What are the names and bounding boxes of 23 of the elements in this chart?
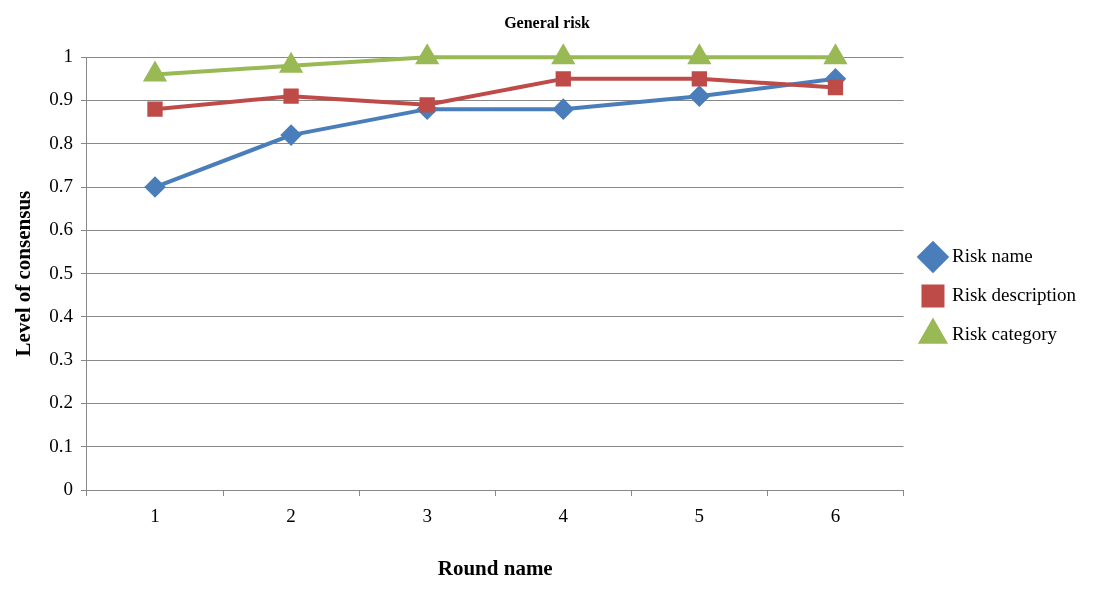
x-tick-label: 5 — [694, 505, 705, 527]
y-tick-label: 0.5 — [49, 261, 73, 283]
y-tick-label: 0.3 — [49, 348, 73, 370]
x-tick-label: 3 — [422, 505, 432, 527]
x-tick-label: 6 — [830, 505, 841, 527]
y-tick-label: 0.1 — [49, 434, 73, 456]
y-tick-label: 0 — [63, 477, 73, 499]
legend-label: Risk description — [951, 283, 1077, 305]
x-axis-title: Round name — [437, 555, 553, 580]
chart-title: General risk — [504, 13, 590, 31]
y-tick-label: 0.9 — [49, 88, 73, 110]
legend-label: Risk category — [951, 322, 1058, 344]
y-tick-label: 1 — [63, 45, 73, 67]
x-tick-label: 4 — [558, 505, 569, 527]
y-tick-label: 0.2 — [49, 391, 73, 413]
x-tick-label: 1 — [150, 505, 160, 527]
x-tick-label: 2 — [286, 505, 296, 527]
y-tick-label: 0.8 — [49, 131, 73, 153]
y-axis-title: Level of consensus — [11, 190, 36, 357]
y-tick-label: 0.6 — [49, 218, 73, 240]
y-tick-label: 0.4 — [49, 304, 74, 326]
legend-label: Risk name — [951, 244, 1033, 266]
y-tick-label: 0.7 — [49, 175, 73, 197]
